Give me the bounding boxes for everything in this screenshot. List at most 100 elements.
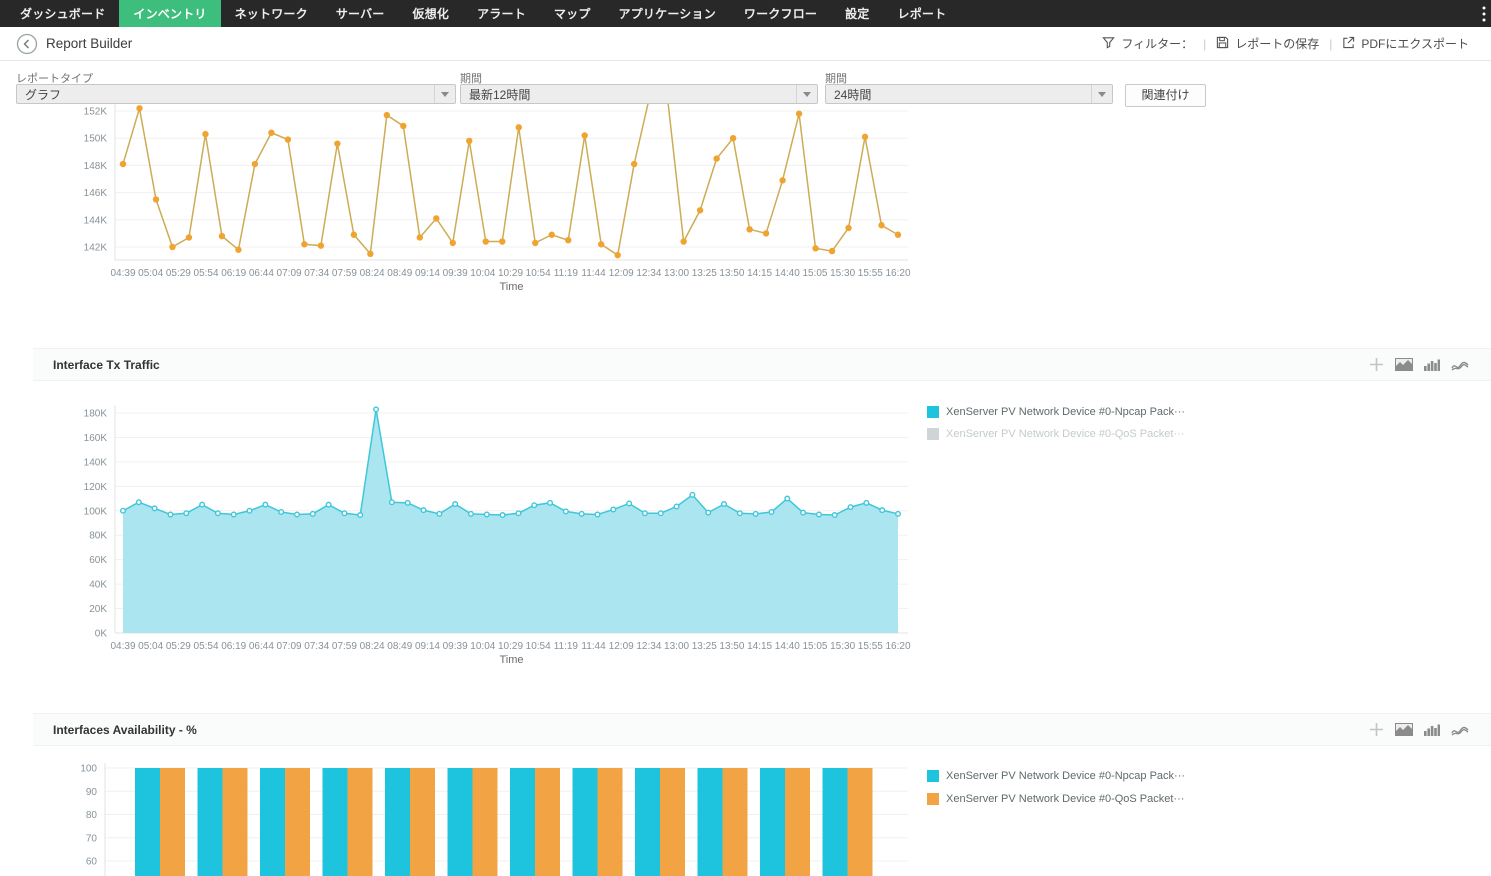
svg-text:160K: 160K [84, 433, 108, 444]
legend-swatch [927, 770, 939, 782]
nav-tab[interactable]: サーバー [335, 7, 385, 21]
svg-text:Time: Time [499, 654, 523, 666]
section-header-tx-traffic: Interface Tx Traffic [33, 348, 1491, 381]
separator: | [1203, 36, 1207, 51]
svg-text:150K: 150K [84, 134, 108, 145]
svg-text:60K: 60K [89, 555, 107, 566]
svg-text:11:19: 11:19 [554, 641, 579, 652]
svg-text:148K: 148K [84, 161, 108, 172]
svg-text:15:05: 15:05 [802, 268, 827, 279]
period1-label: 期間 [460, 73, 482, 85]
export-pdf-button[interactable]: PDFにエクスポート [1342, 35, 1469, 52]
svg-text:06:44: 06:44 [249, 641, 274, 652]
nav-tab[interactable]: ダッシュボード [20, 7, 106, 21]
svg-text:Time: Time [499, 281, 523, 293]
section-title: Interface Tx Traffic [53, 357, 160, 372]
svg-text:15:55: 15:55 [858, 641, 883, 652]
period1-select[interactable]: 最新12時間 [460, 84, 818, 104]
svg-text:15:30: 15:30 [830, 268, 855, 279]
svg-text:10:29: 10:29 [498, 268, 523, 279]
svg-text:04:39: 04:39 [110, 268, 135, 279]
report-type-select[interactable]: グラフ [16, 84, 456, 104]
legend-item[interactable]: XenServer PV Network Device #0-QoS Packe… [927, 428, 1185, 441]
svg-text:05:29: 05:29 [166, 268, 191, 279]
svg-text:13:25: 13:25 [692, 268, 717, 279]
svg-text:144K: 144K [84, 215, 108, 226]
chevron-down-icon [434, 85, 455, 103]
nav-tab[interactable]: アラート [477, 7, 526, 21]
svg-text:05:29: 05:29 [166, 641, 191, 652]
area-chart-icon[interactable] [1395, 723, 1413, 736]
svg-text:14:15: 14:15 [747, 268, 772, 279]
add-icon[interactable] [1369, 357, 1384, 372]
save-icon [1216, 36, 1229, 52]
nav-tab[interactable]: ネットワーク [234, 7, 308, 21]
period2-select[interactable]: 24時間 [825, 84, 1113, 104]
filter-button[interactable]: フィルター： [1102, 35, 1193, 52]
svg-text:14:40: 14:40 [775, 268, 800, 279]
svg-text:13:00: 13:00 [664, 268, 689, 279]
svg-text:152K: 152K [84, 107, 108, 118]
nav-tab[interactable]: 仮想化 [412, 7, 450, 21]
top-nav: ダッシュボード インベントリ ネットワーク サーバー 仮想化 アラート マップ アプリケーショ… [0, 0, 1491, 27]
svg-text:05:54: 05:54 [194, 268, 219, 279]
svg-text:10:04: 10:04 [470, 268, 495, 279]
svg-text:14:15: 14:15 [747, 641, 772, 652]
svg-text:09:14: 09:14 [415, 641, 440, 652]
section-header-availability: Interfaces Availability - % [33, 713, 1491, 746]
svg-text:12:09: 12:09 [609, 268, 634, 279]
svg-text:09:39: 09:39 [443, 268, 468, 279]
save-report-button[interactable]: レポートの保存 [1216, 35, 1319, 52]
back-button[interactable] [16, 33, 38, 55]
svg-text:16:20: 16:20 [885, 268, 910, 279]
chevron-down-icon [1091, 85, 1112, 103]
legend-label: XenServer PV Network Device #0-Npcap Pac… [946, 406, 1186, 418]
nav-tab[interactable]: アプリケーション [618, 7, 716, 21]
legend-item[interactable]: XenServer PV Network Device #0-QoS Packe… [927, 793, 1185, 806]
line-chart-icon[interactable] [1451, 359, 1469, 371]
nav-tab[interactable]: ワークフロー [743, 7, 818, 21]
svg-text:07:34: 07:34 [304, 268, 329, 279]
legend-swatch [927, 428, 939, 440]
availability-legend: XenServer PV Network Device #0-Npcap Pac… [927, 770, 1185, 806]
svg-text:09:14: 09:14 [415, 268, 440, 279]
nav-tab[interactable]: レポート [897, 7, 947, 21]
svg-text:60: 60 [86, 857, 98, 868]
svg-text:07:59: 07:59 [332, 641, 357, 652]
associate-button[interactable]: 関連付け [1125, 84, 1206, 107]
bar-chart-icon[interactable] [1424, 358, 1440, 371]
svg-text:06:19: 06:19 [221, 268, 246, 279]
chevron-down-icon [796, 85, 817, 103]
svg-text:06:19: 06:19 [221, 641, 246, 652]
svg-text:13:50: 13:50 [719, 268, 744, 279]
svg-text:16:20: 16:20 [885, 641, 910, 652]
svg-text:08:24: 08:24 [360, 641, 385, 652]
svg-text:90: 90 [86, 787, 98, 798]
svg-text:180K: 180K [84, 409, 108, 420]
svg-text:07:59: 07:59 [332, 268, 357, 279]
overflow-menu-icon[interactable] [1482, 6, 1486, 27]
area-chart-icon[interactable] [1395, 358, 1413, 371]
tx-traffic-area-chart[interactable]: 0K 20K 40K 60K 80K 100K 120K 140K 160K 180K 04:39 0… [0, 395, 920, 670]
section-title: Interfaces Availability - % [53, 722, 197, 737]
svg-text:13:00: 13:00 [664, 641, 689, 652]
legend-item[interactable]: XenServer PV Network Device #0-Npcap Pac… [927, 406, 1185, 419]
svg-text:146K: 146K [84, 188, 108, 199]
legend-item[interactable]: XenServer PV Network Device #0-Npcap Pac… [927, 770, 1185, 783]
bar-chart-icon[interactable] [1424, 723, 1440, 736]
nav-tab[interactable]: インベントリ [119, 0, 221, 27]
period2-label: 期間 [825, 73, 847, 85]
line-chart-icon[interactable] [1451, 724, 1469, 736]
svg-text:40K: 40K [89, 580, 107, 591]
legend-swatch [927, 406, 939, 418]
availability-bar-chart[interactable]: 60 70 80 90 100 [0, 755, 920, 876]
legend-label: XenServer PV Network Device #0-QoS Packe… [946, 428, 1185, 440]
nav-tab[interactable]: 設定 [845, 7, 870, 21]
add-icon[interactable] [1369, 722, 1384, 737]
svg-text:10:54: 10:54 [526, 268, 551, 279]
legend-swatch [927, 793, 939, 805]
top-line-chart[interactable]: 142K 144K 146K 148K 150K 152K 04:39 05:04 05:29 0… [0, 88, 920, 300]
svg-text:08:49: 08:49 [387, 641, 412, 652]
nav-tab[interactable]: マップ [553, 7, 591, 21]
